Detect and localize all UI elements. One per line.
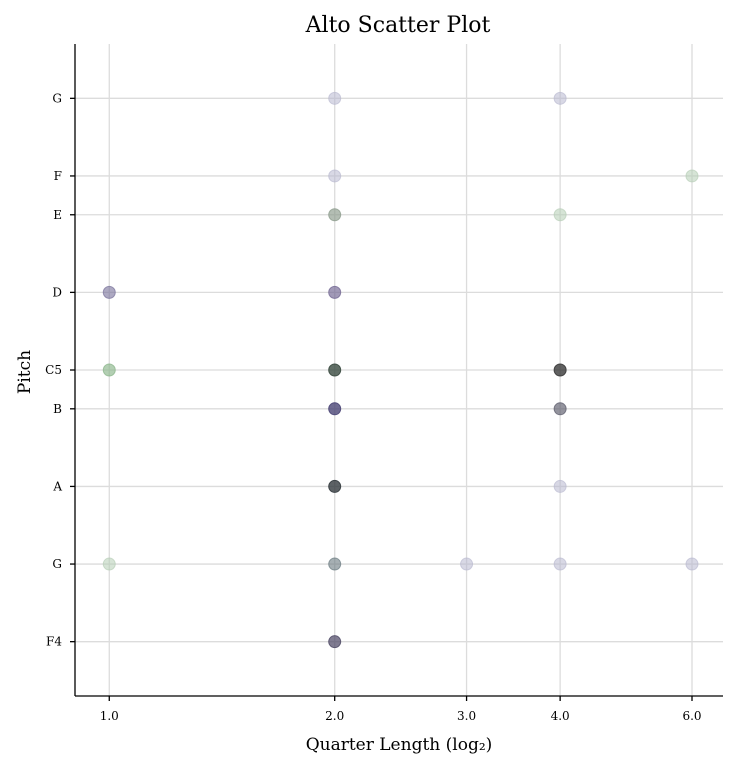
scatter-point — [685, 169, 699, 183]
x-tick-label: 1.0 — [100, 709, 119, 723]
points-layer — [102, 91, 699, 649]
scatter-point — [328, 635, 342, 649]
x-tick-label: 2.0 — [325, 709, 344, 723]
scatter-point — [553, 363, 567, 377]
chart-title: Alto Scatter Plot — [305, 13, 491, 38]
scatter-point — [102, 285, 116, 299]
x-axis-label-text: Quarter Length (log₂) — [306, 735, 493, 755]
scatter-point — [553, 91, 567, 105]
scatter-point — [102, 557, 116, 571]
scatter-point — [328, 557, 342, 571]
grid-layer — [75, 44, 723, 696]
y-tick-label: D — [52, 285, 62, 299]
scatter-point — [553, 402, 567, 416]
y-tick-label: E — [53, 208, 62, 222]
y-tick-label: B — [53, 402, 62, 416]
x-axis-label: Quarter Length (log₂) — [306, 735, 493, 755]
scatter-point — [553, 479, 567, 493]
x-tick-label: 3.0 — [457, 709, 476, 723]
scatter-point — [553, 557, 567, 571]
y-tick-label: F4 — [46, 635, 62, 649]
y-tick-label: C5 — [45, 363, 62, 377]
scatter-point — [328, 285, 342, 299]
y-tick-label: F — [54, 169, 62, 183]
scatter-point — [328, 402, 342, 416]
scatter-point — [460, 557, 474, 571]
y-tick-label: G — [52, 557, 62, 571]
scatter-point — [328, 169, 342, 183]
y-axis-label: Pitch — [15, 350, 35, 394]
scatter-point — [328, 208, 342, 222]
scatter-point — [328, 479, 342, 493]
scatter-point — [685, 557, 699, 571]
y-tick-label: G — [52, 91, 62, 105]
x-tick-label: 6.0 — [682, 709, 701, 723]
x-tick-label: 4.0 — [551, 709, 570, 723]
scatter-point — [553, 208, 567, 222]
ticks-layer: 1.0 2.0 3.0 4.0 6.0 F4 G A B C5 D E F G — [45, 91, 701, 723]
y-tick-label: A — [52, 479, 62, 493]
scatter-point — [328, 363, 342, 377]
scatter-point — [102, 363, 116, 377]
scatter-point — [328, 91, 342, 105]
